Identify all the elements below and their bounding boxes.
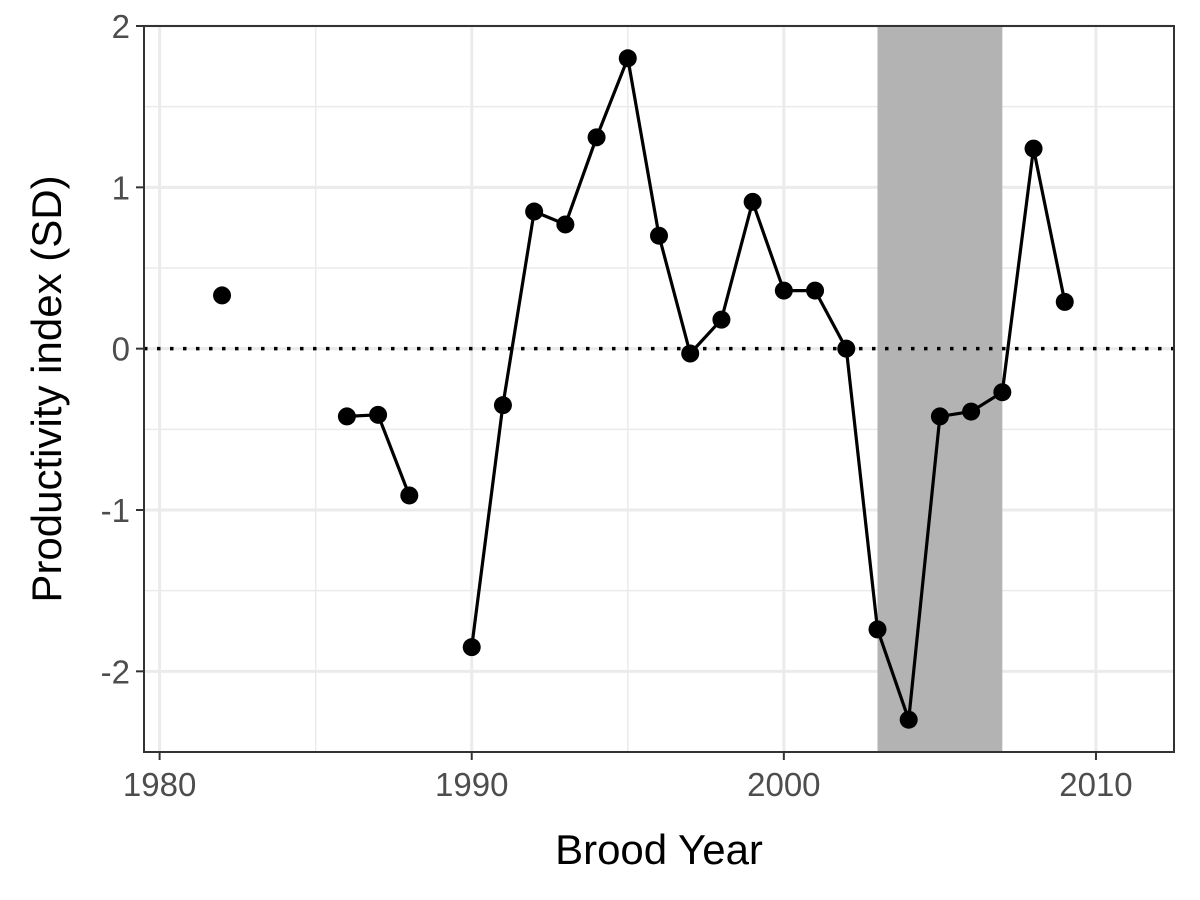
data-point <box>650 226 668 245</box>
data-point <box>774 281 793 300</box>
data-point <box>369 405 388 424</box>
x-axis: 1980 1990 2000 2010 <box>123 752 1133 803</box>
data-point <box>712 310 731 329</box>
data-point <box>1024 139 1043 158</box>
plot-panel-border <box>143 25 1175 753</box>
data-point <box>400 486 419 505</box>
data-point <box>337 407 356 426</box>
data-point <box>837 339 856 358</box>
data-point <box>556 215 575 234</box>
data-point <box>930 407 949 426</box>
x-tick-label: 1980 <box>123 766 196 803</box>
y-tick-label: -1 <box>101 492 130 529</box>
data-point <box>899 710 918 729</box>
data-point <box>618 49 637 68</box>
data-point <box>587 128 606 147</box>
series-points-layer <box>213 49 1074 729</box>
data-point <box>962 402 981 421</box>
data-point <box>681 344 700 363</box>
data-point <box>493 396 512 415</box>
x-tick-label: 2000 <box>747 766 820 803</box>
data-point <box>525 202 544 221</box>
plot-panel-background <box>144 26 1174 752</box>
data-point <box>806 281 825 300</box>
data-point <box>743 192 762 211</box>
data-point <box>993 383 1012 402</box>
y-axis: -2 -1 0 1 2 <box>101 8 144 690</box>
y-axis-title: Productivity index (SD) <box>23 175 70 602</box>
x-axis-title: Brood Year <box>555 826 763 873</box>
y-tick-label: -2 <box>101 653 130 690</box>
y-tick-label: 2 <box>112 8 130 45</box>
shaded-region-layer <box>877 26 1003 752</box>
data-point <box>868 620 887 639</box>
y-tick-label: 0 <box>112 331 130 368</box>
shaded-region <box>877 26 1003 752</box>
data-point <box>213 286 232 305</box>
data-point <box>462 638 481 657</box>
x-tick-label: 1990 <box>435 766 508 803</box>
x-tick-label: 2010 <box>1059 766 1132 803</box>
y-tick-label: 1 <box>112 169 130 206</box>
data-point <box>1055 292 1074 311</box>
